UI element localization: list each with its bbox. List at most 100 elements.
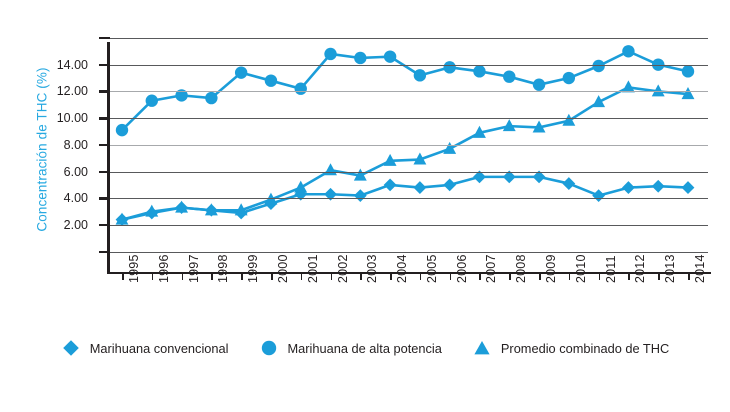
chart-legend: Marihuana convencional Marihuana de alta … — [0, 338, 730, 358]
y-axis-tick — [99, 90, 110, 93]
series-line — [120, 86, 690, 221]
x-axis-tick-label: 1999 — [246, 254, 261, 283]
x-axis-tick-label: 2003 — [365, 254, 380, 283]
x-axis-spine — [107, 272, 711, 275]
data-point-marker — [354, 51, 367, 65]
data-point-marker — [652, 58, 665, 71]
data-point-marker — [532, 120, 546, 133]
plot-area — [108, 44, 708, 268]
legend-label: Promedio combinado de THC — [500, 340, 670, 356]
x-axis-tick — [479, 272, 482, 280]
x-axis-tick — [539, 272, 541, 280]
y-axis-tick — [99, 36, 110, 40]
data-point-marker — [234, 66, 248, 79]
data-point-marker — [502, 119, 516, 132]
data-point-marker — [443, 178, 457, 192]
x-axis-tick — [330, 272, 333, 280]
data-point-marker — [234, 203, 248, 216]
x-axis-tick — [270, 272, 273, 280]
data-point-marker — [443, 141, 457, 154]
x-axis-tick — [688, 272, 690, 280]
y-axis-tick-label: 2.00 — [63, 217, 88, 232]
x-axis-tick-label: 2006 — [454, 254, 469, 283]
y-axis-tick — [99, 63, 110, 67]
data-point-marker — [383, 153, 397, 166]
x-axis-tick-label: 2000 — [275, 254, 290, 283]
y-axis-tick — [99, 143, 110, 147]
x-axis-tick-label: 2014 — [693, 254, 707, 283]
legend-label: Marihuana de alta potencia — [287, 340, 442, 356]
legend-item-1[interactable]: Marihuana convencional — [61, 338, 229, 358]
data-point-marker — [204, 203, 218, 216]
x-axis-tick-label: 1997 — [186, 254, 201, 283]
data-point-marker — [115, 123, 129, 137]
data-point-marker — [353, 189, 367, 202]
data-point-marker — [651, 179, 665, 193]
data-point-marker — [532, 78, 546, 91]
gridline — [108, 225, 708, 226]
y-axis-tick — [99, 117, 110, 120]
x-axis-tick — [658, 272, 660, 280]
data-point-marker — [145, 94, 158, 107]
legend-label: Marihuana convencional — [89, 340, 229, 356]
series-triangle — [115, 80, 695, 225]
x-axis-tick-label: 2011 — [603, 255, 618, 283]
data-point-marker — [681, 65, 695, 78]
diamond-marker-icon — [62, 340, 79, 356]
y-axis-tick — [99, 223, 110, 227]
data-point-marker — [592, 189, 606, 202]
x-axis-tick-label: 2008 — [514, 254, 529, 283]
x-axis-tick-label: 1996 — [156, 254, 171, 283]
data-point-marker — [473, 125, 486, 138]
x-axis-tick — [360, 272, 362, 280]
data-point-marker — [413, 152, 427, 165]
x-axis-tick — [449, 272, 452, 280]
data-point-marker — [443, 61, 456, 74]
data-point-marker — [562, 71, 576, 85]
data-point-marker — [324, 47, 337, 61]
x-axis-tick — [181, 272, 184, 280]
x-axis-tick — [628, 272, 630, 280]
data-point-marker — [473, 65, 486, 78]
gridline — [108, 118, 708, 119]
x-axis-tick-label: 2002 — [335, 254, 350, 283]
data-point-marker — [264, 74, 278, 87]
gridline — [108, 198, 708, 199]
y-axis-spine — [107, 42, 110, 274]
data-point-marker — [383, 178, 397, 192]
legend-item-3[interactable]: Promedio combinado de THC — [472, 338, 669, 358]
data-point-marker — [503, 70, 516, 83]
x-axis-tick-label: 2009 — [544, 254, 559, 283]
data-point-marker — [175, 89, 188, 102]
x-axis-tick — [390, 272, 392, 280]
y-axis-tick — [99, 250, 110, 254]
data-point-marker — [383, 50, 397, 63]
gridline — [108, 65, 708, 66]
legend-item-2[interactable]: Marihuana de alta potencia — [259, 338, 442, 358]
x-axis-tick — [241, 272, 243, 280]
data-point-marker — [562, 113, 576, 126]
y-axis-tick — [99, 197, 110, 200]
series-layer — [115, 45, 695, 227]
circle-marker-icon — [261, 340, 276, 356]
data-point-marker — [681, 87, 695, 100]
x-axis-tick — [211, 272, 213, 280]
x-axis-tick — [509, 272, 511, 280]
y-axis-tick-label: 12.00 — [56, 84, 88, 99]
data-point-marker — [324, 187, 337, 201]
y-axis-tick-label: 14.00 — [56, 57, 88, 72]
data-point-marker — [622, 45, 635, 58]
x-axis-tick — [300, 272, 303, 280]
data-point-marker — [502, 170, 516, 184]
x-axis-tick-label: 2001 — [305, 254, 320, 283]
data-point-marker — [175, 200, 189, 213]
x-axis-tick-label: 2004 — [395, 254, 410, 283]
gridline — [108, 145, 708, 146]
x-axis-tick-label: 2012 — [633, 254, 648, 283]
data-point-marker — [562, 177, 576, 190]
y-axis-tick-label: 6.00 — [63, 164, 88, 179]
y-axis-tick — [99, 170, 110, 174]
data-point-marker — [324, 163, 337, 176]
x-axis-tick — [151, 272, 154, 280]
